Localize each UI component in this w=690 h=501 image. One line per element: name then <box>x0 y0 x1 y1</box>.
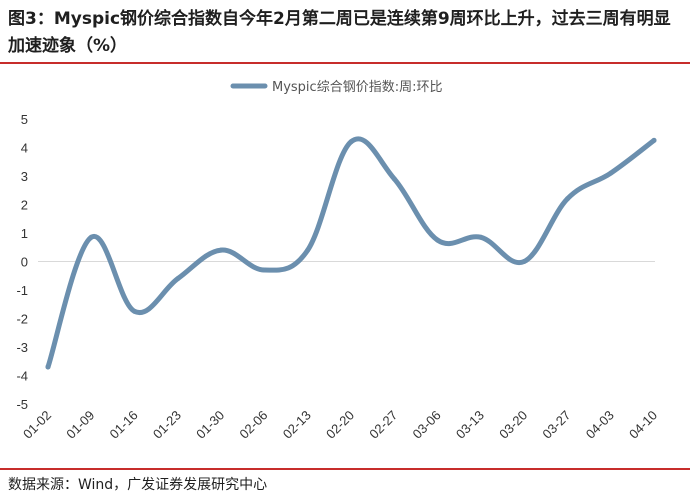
data-point <box>175 276 181 282</box>
series-line <box>45 136 657 370</box>
x-tick-label: 02-27 <box>366 408 400 442</box>
x-tick-label: 01-30 <box>193 408 227 442</box>
x-tick-label: 01-16 <box>107 408 141 442</box>
y-tick-label: -3 <box>16 340 28 355</box>
y-tick-label: 1 <box>21 226 28 241</box>
data-point <box>132 308 138 314</box>
source-divider <box>0 468 690 470</box>
x-tick-label: 02-13 <box>280 408 314 442</box>
y-tick-label: 3 <box>21 169 28 184</box>
data-point <box>651 137 657 143</box>
y-tick-label: 4 <box>21 141 28 156</box>
source-note: 数据来源：Wind，广发证券发展研究中心 <box>8 477 268 493</box>
data-point <box>391 176 397 182</box>
plot-area <box>38 136 657 370</box>
data-point <box>305 247 311 253</box>
y-tick-label: 5 <box>21 112 28 127</box>
data-point <box>88 234 94 240</box>
legend-label: Myspic综合钢价指数:周:环比 <box>272 80 442 95</box>
x-tick-label: 03-27 <box>539 408 573 442</box>
x-tick-label: 03-20 <box>496 408 530 442</box>
legend: Myspic综合钢价指数:周:环比 <box>230 80 442 95</box>
x-tick-label: 03-13 <box>453 408 487 442</box>
y-tick-label: -2 <box>16 312 28 327</box>
title-divider <box>0 62 690 64</box>
y-axis: -5 -4 -3 -2 -1 0 1 2 3 4 5 <box>16 112 28 412</box>
y-tick-label: -5 <box>16 397 28 412</box>
x-tick-label: 04-10 <box>626 408 660 442</box>
y-tick-label: 2 <box>21 198 28 213</box>
x-tick-label: 01-23 <box>150 408 184 442</box>
y-tick-label: 0 <box>21 255 28 270</box>
x-tick-label: 01-02 <box>20 408 54 442</box>
x-tick-label: 02-06 <box>236 408 270 442</box>
data-point <box>608 170 614 176</box>
data-point <box>478 234 484 240</box>
y-tick-label: -1 <box>16 283 28 298</box>
x-axis: 01-02 01-09 01-16 01-23 01-30 02-06 02-13 02-20… <box>20 408 660 442</box>
data-point <box>521 259 527 264</box>
data-point <box>218 247 224 253</box>
y-tick-label: -4 <box>16 369 28 384</box>
x-tick-label: 04-03 <box>583 408 617 442</box>
chart-title: 图3：Myspic钢价综合指数自今年2月第二周已是连续第9周环比上升，过去三周有… <box>8 9 671 56</box>
data-point <box>45 364 51 370</box>
line-chart: Myspic综合钢价指数:周:环比 -5 -4 -3 -2 -1 0 1 2 3 4 5 01-02… <box>16 80 660 442</box>
x-tick-label: 03-06 <box>410 408 444 442</box>
x-tick-label: 01-09 <box>63 408 97 442</box>
data-point <box>348 139 354 145</box>
data-point <box>435 237 441 243</box>
data-point <box>564 196 570 202</box>
x-tick-label: 02-20 <box>323 408 357 442</box>
data-point <box>261 267 267 273</box>
